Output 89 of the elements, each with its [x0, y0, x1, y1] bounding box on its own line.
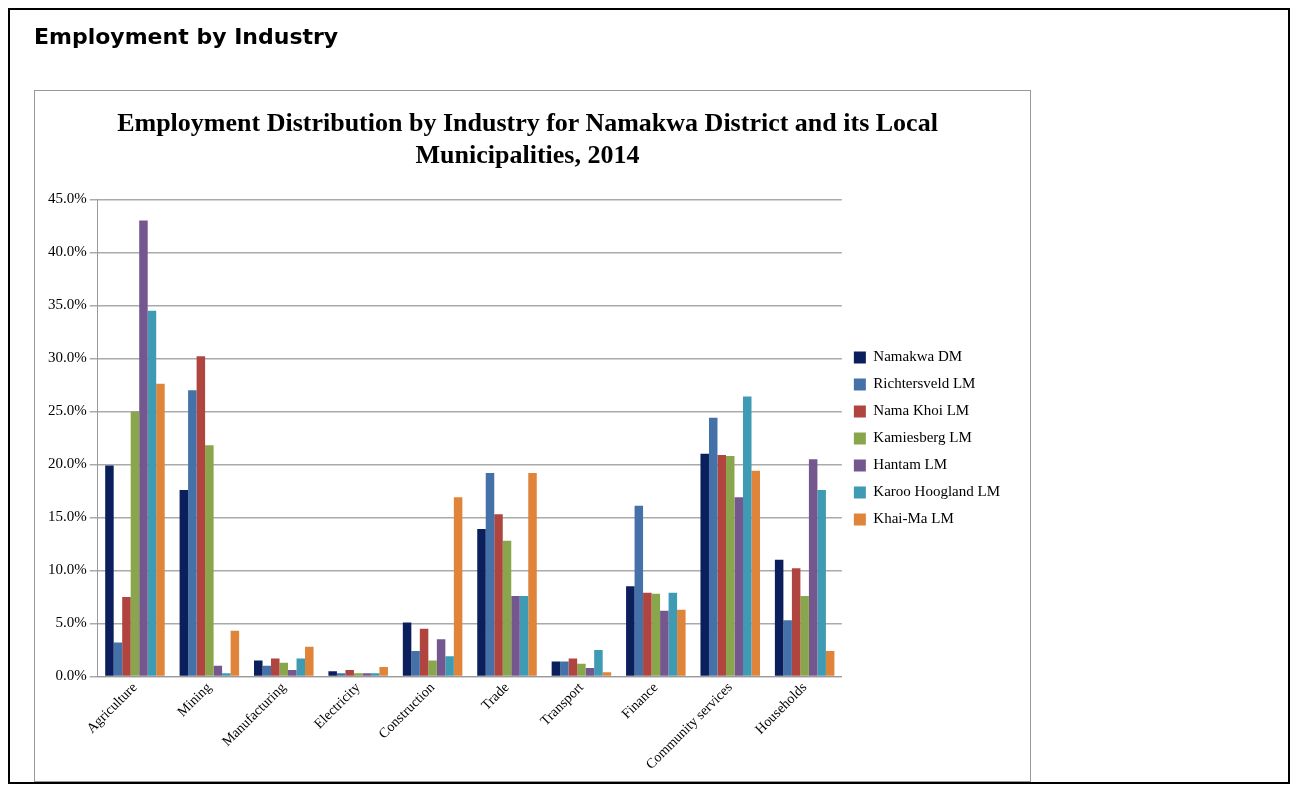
bar — [362, 673, 371, 676]
bar — [336, 673, 346, 676]
bar — [370, 673, 380, 676]
bar — [296, 658, 306, 676]
bar — [717, 454, 726, 676]
bar — [511, 595, 520, 676]
bar — [262, 665, 272, 676]
bar — [791, 568, 801, 676]
bar — [751, 470, 761, 676]
y-tick-label: 10.0% — [48, 561, 87, 578]
y-tick-label: 25.0% — [48, 402, 87, 419]
bar — [113, 642, 123, 676]
bar — [551, 661, 561, 676]
legend-label: Karoo Hoogland LM — [873, 483, 1001, 500]
bar — [700, 453, 709, 676]
bar — [271, 658, 280, 676]
legend-label: Hantam LM — [873, 456, 948, 473]
bar — [279, 662, 289, 676]
bar — [528, 472, 537, 676]
bar — [477, 529, 486, 676]
bar — [734, 497, 743, 676]
y-tick-label: 45.0% — [48, 190, 87, 207]
bar — [494, 514, 503, 676]
y-tick-label: 0.0% — [55, 667, 87, 684]
bar — [445, 656, 454, 676]
chart-title: Employment Distribution by Industry for Namakwa District and its Local Municipalities, 2014 — [117, 108, 938, 169]
y-tick-label: 20.0% — [48, 455, 87, 472]
legend-label: Kamiesberg LM — [873, 429, 972, 446]
bar — [230, 630, 240, 676]
bar — [419, 628, 429, 676]
text: Employment by Industry — [34, 24, 339, 49]
y-tick-label: 5.0% — [55, 614, 87, 631]
bar — [817, 489, 826, 676]
bar — [626, 586, 635, 676]
bar — [122, 596, 131, 676]
bar — [677, 609, 686, 676]
bar — [196, 356, 206, 676]
bar — [353, 673, 363, 676]
bar — [254, 660, 263, 676]
bar — [379, 666, 388, 676]
bar — [436, 639, 446, 676]
bar — [213, 665, 223, 676]
bar — [139, 220, 148, 676]
bar — [205, 445, 214, 676]
y-tick-label: 40.0% — [48, 243, 87, 260]
bar — [825, 651, 835, 676]
bar — [800, 595, 809, 676]
bar — [708, 417, 718, 676]
bar — [668, 592, 678, 676]
bar — [568, 658, 578, 676]
bar — [774, 559, 784, 676]
bar — [328, 671, 337, 676]
legend-label: Namakwa DM — [873, 348, 963, 365]
bar — [305, 646, 314, 676]
bar — [222, 673, 231, 676]
bar — [725, 455, 735, 676]
bar — [519, 595, 529, 676]
bar — [345, 670, 354, 676]
legend-label: Nama Khoi LM — [873, 402, 970, 419]
legend-label: Khai-Ma LM — [873, 510, 954, 527]
y-tick-label: 30.0% — [48, 349, 87, 366]
bar — [594, 649, 603, 676]
bar — [602, 672, 612, 676]
bar — [651, 593, 661, 676]
bar — [453, 497, 463, 676]
y-tick-label: 35.0% — [48, 296, 87, 313]
bar — [783, 620, 792, 676]
bar — [147, 310, 157, 676]
bar — [808, 459, 818, 676]
bar — [577, 663, 586, 676]
bar — [130, 411, 140, 676]
bar — [288, 670, 297, 676]
bar — [660, 610, 669, 676]
bar — [560, 661, 569, 676]
bar — [502, 540, 512, 676]
bar — [188, 390, 197, 676]
bar — [179, 489, 189, 676]
bar — [105, 465, 114, 676]
bar — [485, 472, 495, 676]
bar — [428, 660, 437, 676]
bar — [411, 651, 420, 676]
bar — [156, 383, 165, 676]
bar — [402, 622, 412, 676]
bar — [643, 592, 652, 676]
y-tick-label: 15.0% — [48, 508, 87, 525]
bar — [585, 667, 595, 676]
legend-label: Richtersveld LM — [873, 375, 976, 392]
bar — [634, 505, 644, 676]
bar — [743, 396, 752, 676]
